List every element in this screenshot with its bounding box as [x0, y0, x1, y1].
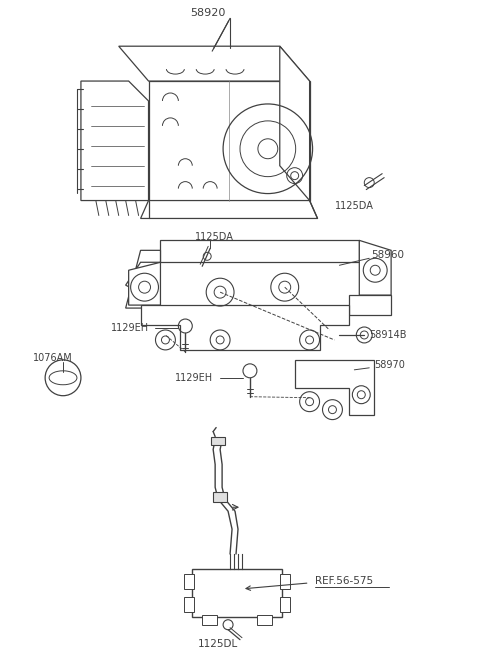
Text: REF.56-575: REF.56-575 — [314, 576, 372, 586]
Polygon shape — [141, 305, 349, 350]
Bar — [211, 436, 225, 445]
Text: 1125DA: 1125DA — [335, 200, 374, 210]
Polygon shape — [126, 250, 160, 308]
Polygon shape — [280, 47, 310, 200]
Bar — [213, 493, 227, 502]
Polygon shape — [295, 360, 374, 415]
Text: 1125DL: 1125DL — [198, 639, 238, 648]
Text: 58920: 58920 — [191, 9, 226, 18]
Bar — [280, 597, 290, 612]
Polygon shape — [360, 240, 391, 295]
Polygon shape — [141, 200, 318, 219]
Bar — [202, 615, 217, 625]
Polygon shape — [349, 295, 391, 315]
Polygon shape — [81, 81, 148, 200]
Polygon shape — [119, 47, 310, 81]
Bar — [280, 574, 290, 589]
Bar — [184, 597, 194, 612]
Polygon shape — [148, 81, 310, 200]
Text: 1129EH: 1129EH — [175, 373, 214, 383]
Text: 1125DA: 1125DA — [195, 233, 234, 242]
Bar — [160, 240, 360, 262]
Bar — [257, 615, 272, 625]
Text: 58914B: 58914B — [369, 330, 407, 340]
Text: 1076AM: 1076AM — [33, 353, 73, 363]
Bar — [184, 574, 194, 589]
Text: 1129EH: 1129EH — [111, 323, 149, 333]
Polygon shape — [129, 262, 160, 305]
Text: 58960: 58960 — [371, 250, 404, 260]
Bar — [192, 569, 282, 617]
Text: 58970: 58970 — [374, 360, 405, 370]
